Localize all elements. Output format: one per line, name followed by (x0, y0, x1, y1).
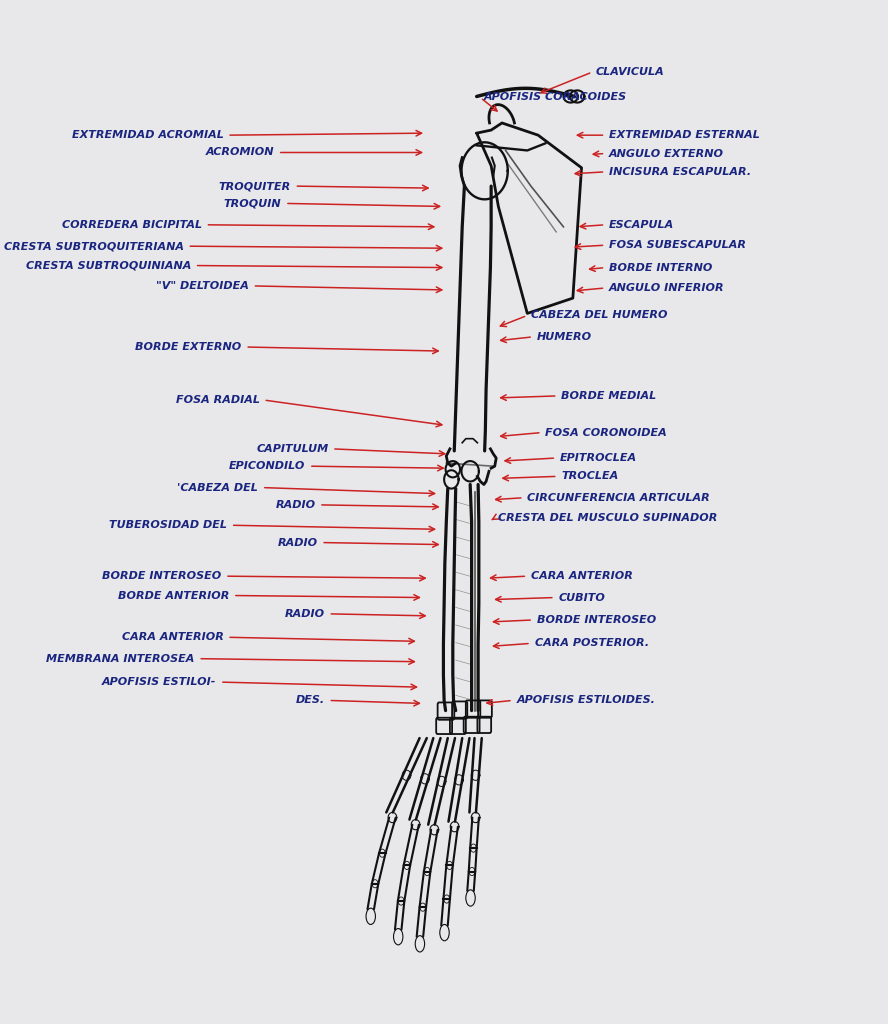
Text: CRESTA SUBTROQUINIANA: CRESTA SUBTROQUINIANA (26, 260, 191, 270)
Text: MEMBRANA INTEROSEA: MEMBRANA INTEROSEA (46, 653, 194, 664)
Text: BORDE INTEROSEO: BORDE INTEROSEO (536, 615, 656, 625)
Text: ACROMION: ACROMION (206, 147, 274, 158)
Text: TUBEROSIDAD DEL: TUBEROSIDAD DEL (109, 520, 227, 530)
Text: CRESTA SUBTROQUITERIANA: CRESTA SUBTROQUITERIANA (4, 242, 184, 251)
Text: APOFISIS ESTILOI-: APOFISIS ESTILOI- (102, 677, 217, 687)
Text: CRESTA DEL MUSCULO SUPINADOR: CRESTA DEL MUSCULO SUPINADOR (498, 513, 718, 523)
Text: EXTREMIDAD ESTERNAL: EXTREMIDAD ESTERNAL (609, 130, 760, 140)
Text: CORREDERA BICIPITAL: CORREDERA BICIPITAL (62, 220, 202, 229)
Text: CIRCUNFERENCIA ARTICULAR: CIRCUNFERENCIA ARTICULAR (527, 493, 710, 503)
Text: FOSA CORONOIDEA: FOSA CORONOIDEA (545, 428, 667, 437)
Text: APOFISIS ESTILOIDES.: APOFISIS ESTILOIDES. (517, 695, 655, 706)
Text: BORDE EXTERNO: BORDE EXTERNO (136, 342, 242, 352)
Text: RADIO: RADIO (285, 609, 325, 618)
Text: HUMERO: HUMERO (536, 332, 591, 342)
Text: CABEZA DEL HUMERO: CABEZA DEL HUMERO (531, 310, 668, 321)
Text: CARA ANTERIOR: CARA ANTERIOR (122, 632, 224, 642)
Text: TROCLEA: TROCLEA (561, 471, 619, 481)
Text: INCISURA ESCAPULAR.: INCISURA ESCAPULAR. (609, 167, 751, 177)
Text: FOSA SUBESCAPULAR: FOSA SUBESCAPULAR (609, 241, 746, 250)
Text: CLAVICULA: CLAVICULA (596, 67, 665, 77)
Text: "V" DELTOIDEA: "V" DELTOIDEA (156, 281, 249, 291)
Text: RADIO: RADIO (277, 538, 318, 548)
Text: 'CABEZA DEL: 'CABEZA DEL (178, 482, 258, 493)
Text: FOSA RADIAL: FOSA RADIAL (176, 395, 260, 404)
Text: CARA POSTERIOR.: CARA POSTERIOR. (535, 638, 648, 648)
Text: EPICONDILO: EPICONDILO (229, 461, 305, 471)
Text: DES.: DES. (296, 695, 325, 706)
Text: CAPITULUM: CAPITULUM (257, 443, 329, 454)
Text: EPITROCLEA: EPITROCLEA (559, 453, 637, 463)
Text: TROQUITER: TROQUITER (218, 181, 291, 191)
Text: TROQUIN: TROQUIN (224, 199, 281, 209)
Text: EXTREMIDAD ACROMIAL: EXTREMIDAD ACROMIAL (72, 130, 224, 140)
Text: APOFISIS CORACOIDES: APOFISIS CORACOIDES (484, 92, 627, 102)
Text: BORDE INTEROSEO: BORDE INTEROSEO (102, 571, 221, 582)
Text: CARA ANTERIOR: CARA ANTERIOR (531, 571, 633, 582)
Text: ANGULO EXTERNO: ANGULO EXTERNO (609, 148, 724, 159)
Text: BORDE MEDIAL: BORDE MEDIAL (561, 391, 656, 401)
Text: CUBITO: CUBITO (559, 593, 606, 602)
Text: BORDE ANTERIOR: BORDE ANTERIOR (118, 591, 229, 600)
Text: ANGULO INFERIOR: ANGULO INFERIOR (609, 283, 725, 293)
Text: RADIO: RADIO (275, 500, 315, 510)
Text: ESCAPULA: ESCAPULA (609, 220, 674, 229)
Text: BORDE INTERNO: BORDE INTERNO (609, 262, 712, 272)
